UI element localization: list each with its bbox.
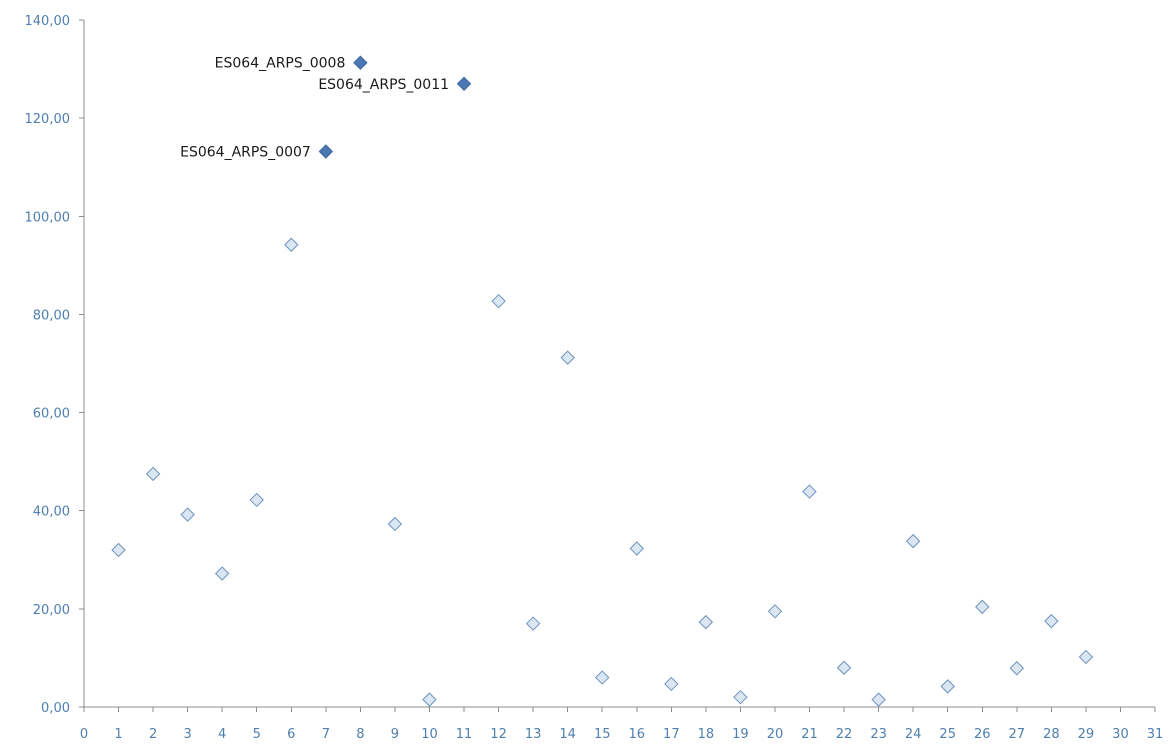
data-point <box>491 293 506 309</box>
data-point <box>284 237 299 252</box>
outlier-point <box>353 55 368 70</box>
x-axis-ticks: 0 1 2 3 4 5 6 7 8 9 10 11 12 13 14 15 16 17 18 19 20 21 22 23 24… <box>80 707 1163 742</box>
x-tick-label: 20 <box>767 727 784 742</box>
data-point <box>629 541 644 556</box>
data-point <box>1009 661 1025 676</box>
x-tick-label: 18 <box>698 727 715 742</box>
x-tick-label: 6 <box>287 727 295 742</box>
data-point <box>871 692 886 707</box>
x-tick-label: 25 <box>939 727 956 742</box>
data-point <box>387 516 403 532</box>
data-point <box>560 350 575 365</box>
x-tick-label: 13 <box>525 727 542 742</box>
point-labels: ES064_ARPS_0007 ES064_ARPS_0008 ES064_ARPS… <box>180 56 449 161</box>
y-tick-label: 120,00 <box>25 112 71 127</box>
x-tick-label: 5 <box>253 727 261 742</box>
x-tick-label: 22 <box>836 727 853 742</box>
data-point <box>180 507 195 522</box>
point-data-label: ES064_ARPS_0011 <box>318 77 449 93</box>
x-tick-label: 14 <box>559 727 576 742</box>
data-point <box>767 604 783 619</box>
y-tick-label: 100,00 <box>25 210 71 225</box>
x-tick-label: 0 <box>80 727 88 742</box>
x-tick-label: 30 <box>1112 727 1129 742</box>
data-point <box>111 542 126 558</box>
y-tick-label: 60,00 <box>33 407 70 422</box>
x-tick-label: 9 <box>391 727 399 742</box>
x-tick-label: 29 <box>1078 727 1095 742</box>
x-tick-label: 3 <box>184 727 192 742</box>
x-tick-label: 10 <box>421 727 438 742</box>
x-tick-label: 4 <box>218 727 226 742</box>
x-tick-label: 31 <box>1147 727 1164 742</box>
x-tick-label: 2 <box>149 727 157 742</box>
data-point <box>664 676 679 692</box>
x-tick-label: 19 <box>732 727 749 742</box>
y-tick-label: 20,00 <box>33 603 70 618</box>
data-point <box>249 492 264 508</box>
data-point <box>422 692 437 707</box>
x-tick-label: 11 <box>456 727 473 742</box>
data-point <box>595 670 610 685</box>
x-tick-label: 12 <box>490 727 507 742</box>
y-axis-ticks: 0,00 20,00 40,00 60,00 80,00 100,00 120,00 140,… <box>25 14 84 716</box>
data-point <box>525 616 541 631</box>
x-tick-label: 26 <box>974 727 991 742</box>
data-point <box>1078 649 1094 665</box>
x-tick-label: 23 <box>870 727 887 742</box>
x-tick-label: 27 <box>1009 727 1026 742</box>
x-tick-label: 1 <box>114 727 122 742</box>
data-point <box>975 599 990 615</box>
data-point <box>698 614 714 630</box>
data-point <box>145 466 161 482</box>
x-tick-label: 8 <box>356 727 364 742</box>
data-points <box>111 55 1094 707</box>
x-tick-label: 24 <box>905 727 922 742</box>
data-point <box>733 689 748 705</box>
data-point <box>214 566 230 581</box>
outlier-point <box>456 76 472 92</box>
y-tick-label: 0,00 <box>41 701 70 716</box>
data-point <box>836 660 852 675</box>
outlier-point <box>318 144 334 159</box>
x-tick-label: 7 <box>322 727 330 742</box>
x-tick-label: 16 <box>629 727 646 742</box>
y-tick-label: 40,00 <box>33 505 70 520</box>
data-point <box>1044 613 1059 629</box>
data-point <box>905 533 921 549</box>
y-tick-label: 80,00 <box>33 308 70 323</box>
point-data-label: ES064_ARPS_0007 <box>180 145 311 161</box>
x-tick-label: 17 <box>663 727 680 742</box>
x-tick-label: 21 <box>801 727 818 742</box>
y-tick-label: 140,00 <box>25 14 71 29</box>
data-point <box>802 484 817 499</box>
x-tick-label: 28 <box>1043 727 1060 742</box>
point-data-label: ES064_ARPS_0008 <box>215 56 346 72</box>
x-tick-label: 15 <box>594 727 611 742</box>
data-point <box>940 679 955 694</box>
